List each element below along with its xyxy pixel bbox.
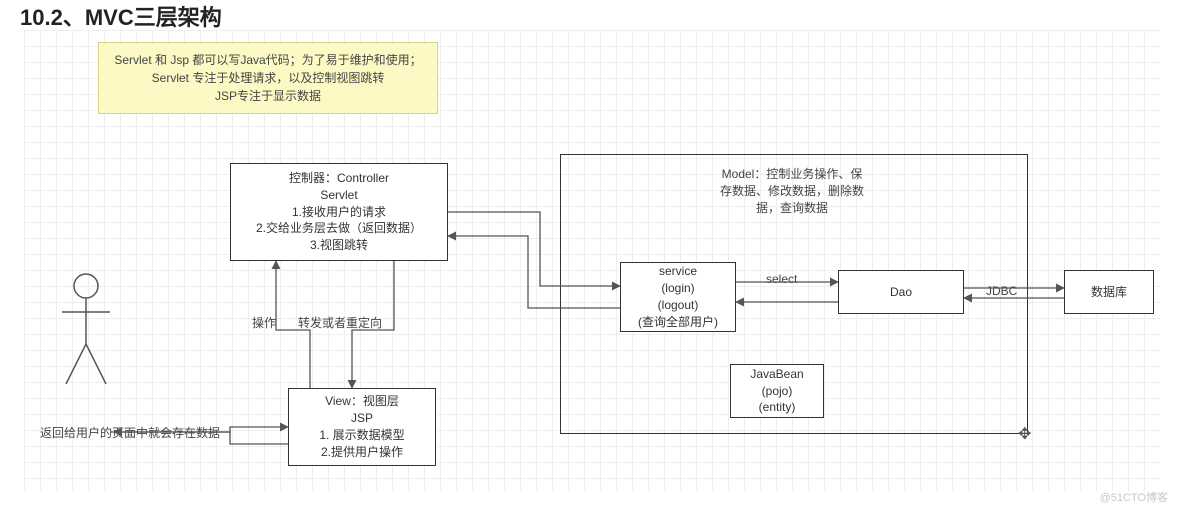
model-line: Model：控制业务操作、保: [692, 166, 892, 183]
box-line: (entity): [759, 399, 796, 416]
model-description: Model：控制业务操作、保 存数据、修改数据，删除数 据，查询数据: [692, 166, 892, 216]
box-title: View：视图层: [325, 393, 399, 410]
box-sub: Servlet: [320, 187, 357, 204]
box-label: Dao: [890, 284, 912, 301]
box-line: (login): [661, 280, 694, 297]
box-sub: JSP: [351, 410, 373, 427]
note-line: Servlet 专注于处理请求，以及控制视图跳转: [111, 69, 425, 87]
box-label: 数据库: [1091, 284, 1127, 301]
model-line: 据，查询数据: [692, 200, 892, 217]
box-line: 3.视图跳转: [310, 237, 368, 254]
box-line: (logout): [658, 297, 699, 314]
dao-box: Dao: [838, 270, 964, 314]
box-line: 2.提供用户操作: [321, 444, 403, 461]
note-line: Servlet 和 Jsp 都可以写Java代码；为了易于维护和使用；: [111, 51, 425, 69]
controller-box: 控制器：Controller Servlet 1.接收用户的请求 2.交给业务层…: [230, 163, 448, 261]
box-line: 1. 展示数据模型: [319, 427, 404, 444]
box-line: 1.接收用户的请求: [292, 204, 386, 221]
box-line: (查询全部用户): [638, 314, 718, 331]
note-box: Servlet 和 Jsp 都可以写Java代码；为了易于维护和使用； Serv…: [98, 42, 438, 114]
box-line: (pojo): [762, 383, 793, 400]
move-handle-icon[interactable]: ✥: [1018, 424, 1031, 444]
database-box: 数据库: [1064, 270, 1154, 314]
box-title: 控制器：Controller: [289, 170, 389, 187]
edge-label-jdbc: JDBC: [986, 284, 1017, 298]
watermark: @51CTO博客: [1100, 489, 1168, 505]
box-line: service: [659, 263, 697, 280]
model-line: 存数据、修改数据，删除数: [692, 183, 892, 200]
javabean-box: JavaBean (pojo) (entity): [730, 364, 824, 418]
note-line: JSP专注于显示数据: [111, 87, 425, 105]
actor-icon: [58, 272, 114, 392]
box-line: 2.交给业务层去做（返回数据）: [256, 220, 422, 237]
edge-label-operate: 操作: [252, 314, 276, 331]
page-title: 10.2、MVC三层架构: [20, 0, 222, 32]
edge-label-actor-view: 返回给用户的页面中就会存在数据: [40, 424, 220, 441]
edge-label-select: select: [766, 272, 797, 286]
box-line: JavaBean: [750, 366, 803, 383]
service-box: service (login) (logout) (查询全部用户): [620, 262, 736, 332]
view-box: View：视图层 JSP 1. 展示数据模型 2.提供用户操作: [288, 388, 436, 466]
edge-label-forward: 转发或者重定向: [298, 314, 382, 331]
